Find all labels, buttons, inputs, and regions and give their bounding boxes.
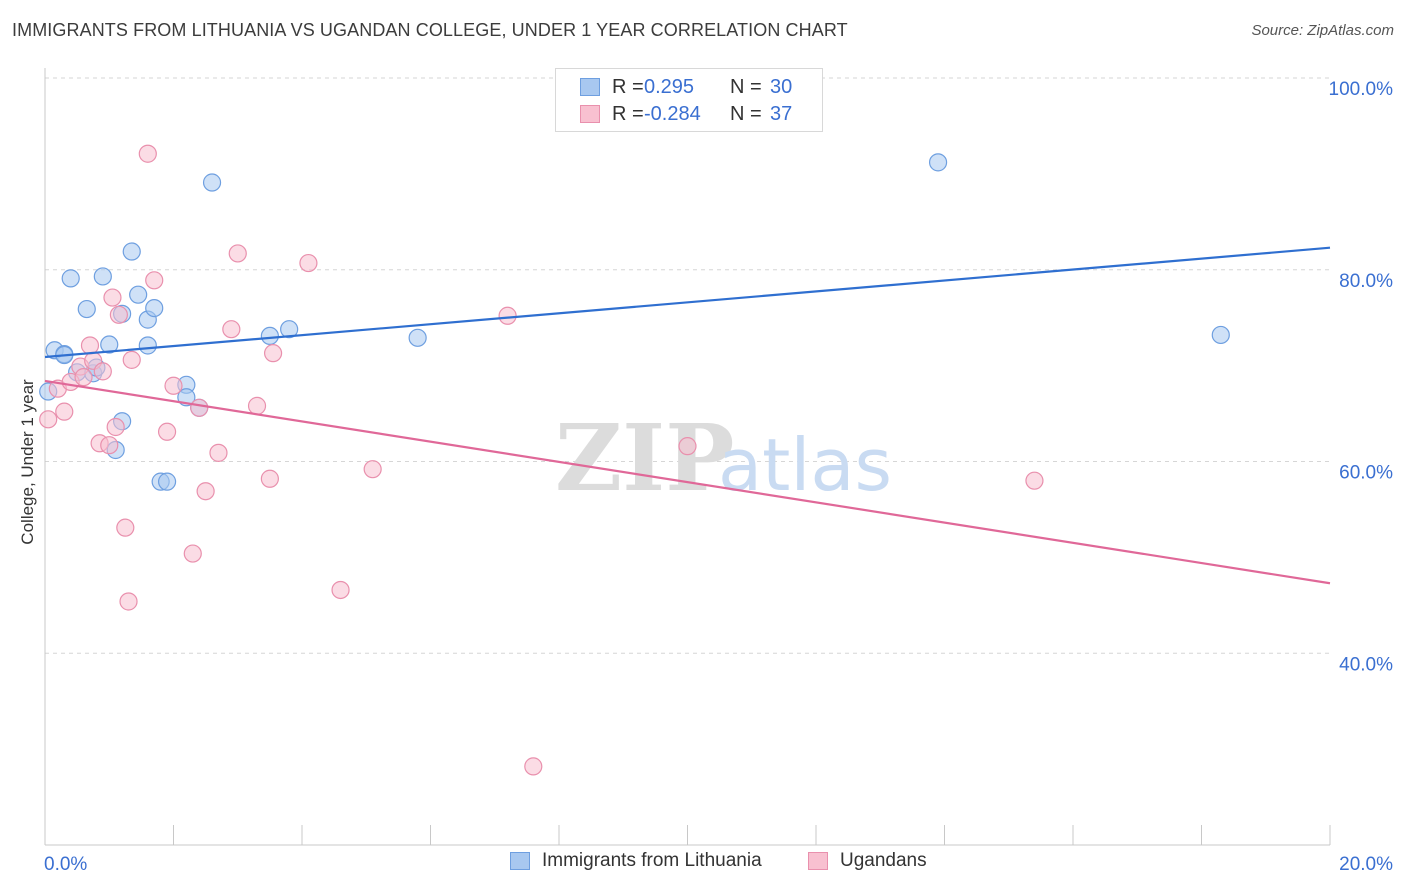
ugandans-point	[524, 757, 543, 776]
stats-legend-row-lithuania: R = 0.295 N = 30	[580, 75, 792, 99]
n-value: 37	[770, 102, 793, 125]
chart-source: Source: ZipAtlas.com	[1251, 22, 1394, 39]
ugandans-point	[331, 580, 350, 600]
ugandans-swatch	[580, 105, 600, 123]
ugandans-point	[100, 436, 119, 455]
ugandans-point	[209, 443, 228, 462]
x-tick-label: 0.0%	[44, 854, 87, 875]
ugandans-point	[190, 398, 209, 417]
axes	[44, 68, 1331, 846]
lithuania-point	[408, 328, 427, 347]
ugandans-point	[222, 320, 241, 339]
y-axis-title: College, Under 1 year	[18, 379, 37, 545]
lithuania-point	[77, 299, 96, 319]
watermark-atlas: atlas	[718, 423, 892, 507]
y-tick-label: 40.0%	[1339, 654, 1393, 675]
grid-lines	[45, 77, 1330, 654]
ugandans-point	[119, 592, 138, 611]
r-value: -0.284	[644, 102, 701, 125]
lithuania-point	[145, 299, 164, 318]
lithuania-point	[260, 326, 279, 346]
ugandans-trend-line	[44, 379, 1331, 585]
ugandans-point	[263, 344, 283, 363]
ugandans-point	[260, 469, 279, 488]
ugandans-point	[157, 422, 177, 441]
ugandans-point	[103, 288, 122, 307]
y-tick-label: 100.0%	[1329, 79, 1394, 100]
ugandans-point	[164, 376, 183, 395]
trend-lines	[44, 246, 1331, 585]
lithuania-point	[1211, 325, 1230, 345]
ugandans-point	[145, 271, 164, 290]
ugandans-point	[138, 144, 157, 163]
lithuania-trend-line	[44, 246, 1331, 359]
watermark-zip: ZIP	[555, 404, 734, 512]
ugandans-point	[116, 518, 135, 537]
lithuania-point	[61, 269, 80, 288]
ugandans-point	[122, 350, 141, 369]
lithuania-point	[280, 320, 299, 339]
stats-legend-row-ugandans: R = -0.284 N = 37	[580, 102, 792, 126]
ugandans-point	[93, 362, 112, 381]
ugandans-point	[498, 306, 517, 325]
ugandans-point	[363, 460, 382, 479]
ugandans-point	[106, 417, 125, 437]
ugandans-legend-swatch	[808, 852, 828, 870]
y-tick-label: 80.0%	[1339, 271, 1393, 292]
lithuania-point	[122, 242, 141, 261]
ugandans-point	[183, 544, 202, 563]
lithuania-swatch	[580, 78, 600, 96]
ugandans-legend-label: Ugandans	[840, 850, 927, 871]
ugandans-point	[1025, 471, 1044, 490]
ugandans-point	[196, 482, 215, 501]
ugandans-point	[299, 253, 318, 273]
tick-labels: 40.0% 60.0% 80.0% 100.0% 0.0% 20.0%	[44, 79, 1393, 875]
lithuania-point	[202, 173, 222, 192]
stats-legend: R = 0.295 N = 30 R = -0.284 N = 37	[555, 68, 823, 132]
lithuania-point	[100, 335, 119, 354]
lithuania-legend-swatch	[510, 852, 530, 870]
ugandans-point	[247, 396, 267, 415]
lithuania-point	[157, 472, 177, 491]
ugandans-point	[228, 244, 247, 263]
lithuania-point	[928, 153, 948, 172]
r-value: 0.295	[644, 75, 695, 98]
lithuania-legend-label: Immigrants from Lithuania	[542, 850, 762, 871]
r-label: R =	[612, 102, 644, 125]
ugandans-point	[55, 402, 74, 421]
r-label: R =	[612, 75, 644, 98]
lithuania-point	[129, 285, 148, 304]
chart-title: IMMIGRANTS FROM LITHUANIA VS UGANDAN COL…	[12, 20, 848, 40]
lithuania-point	[138, 336, 157, 355]
ugandans-point	[678, 437, 697, 456]
lithuania-point	[93, 267, 112, 286]
ugandans-point	[80, 336, 100, 355]
x-tick-label: 20.0%	[1339, 854, 1393, 875]
ugandans-point	[74, 368, 93, 387]
n-value: 30	[770, 75, 793, 98]
legend-item-ugandans: Ugandans	[808, 850, 927, 872]
data-points	[39, 144, 1230, 776]
y-tick-label: 60.0%	[1339, 463, 1393, 484]
watermark: ZIP atlas	[555, 404, 892, 512]
ugandans-point	[109, 305, 128, 324]
n-label: N =	[730, 75, 762, 98]
legend-item-lithuania: Immigrants from Lithuania	[510, 850, 762, 872]
ugandans-point	[39, 410, 58, 429]
n-label: N =	[730, 102, 762, 125]
